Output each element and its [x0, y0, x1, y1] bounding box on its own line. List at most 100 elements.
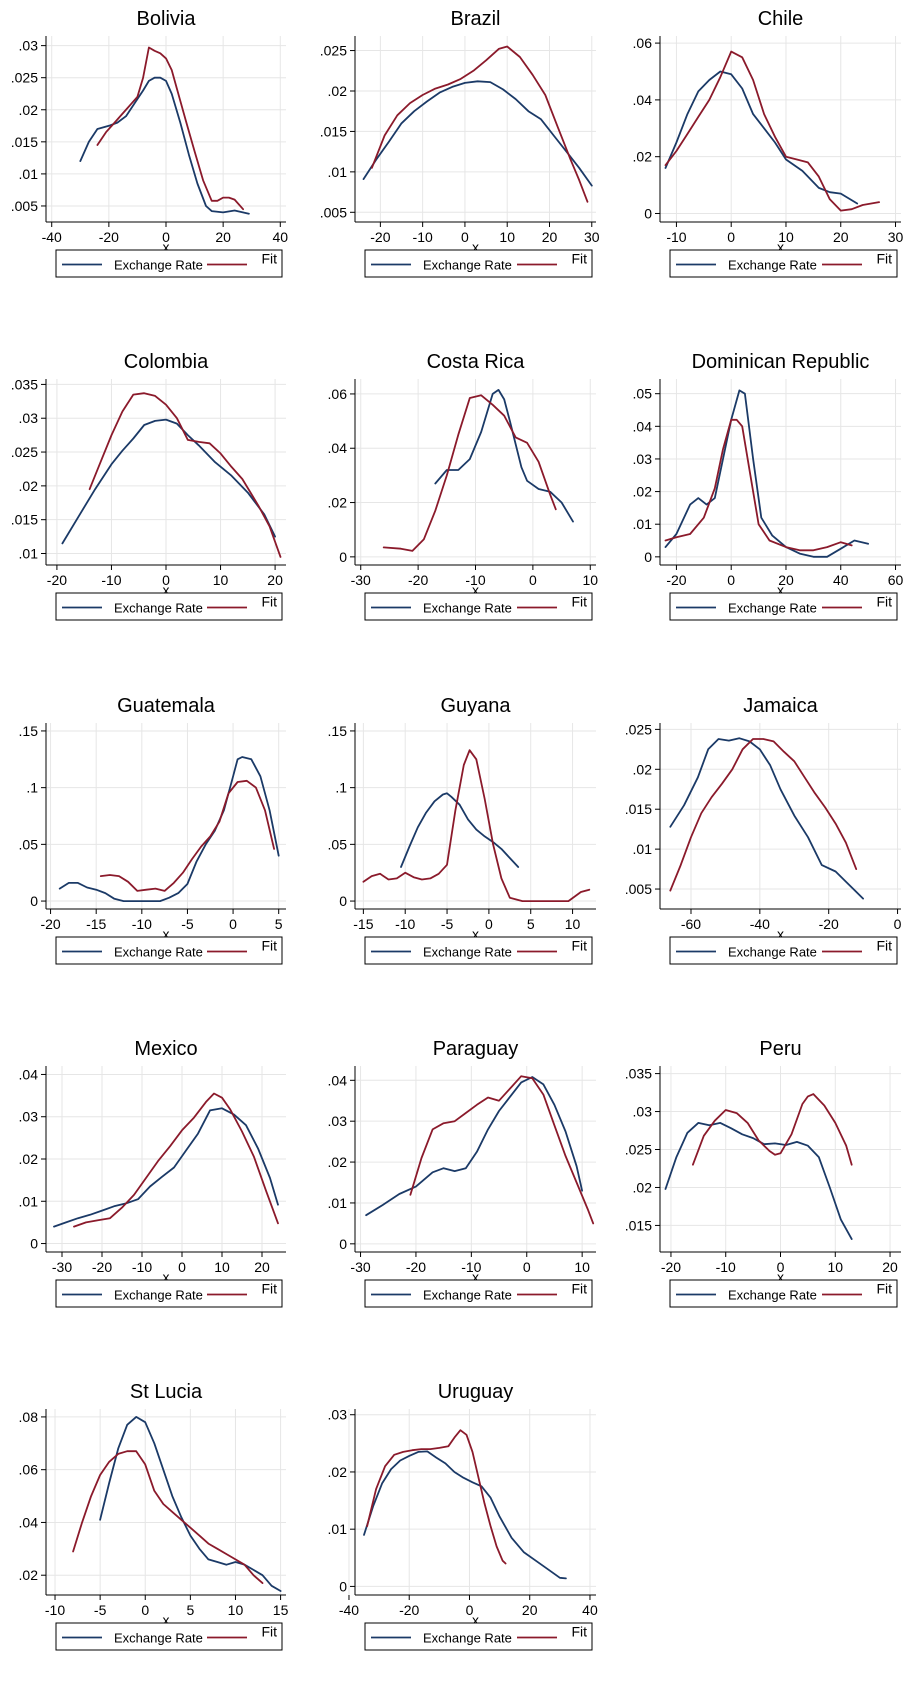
legend: Exchange Rate Fit: [364, 936, 593, 965]
legend-label-fit: Fit: [261, 938, 277, 954]
legend-label-fit: Fit: [261, 1281, 277, 1297]
series-line-fit: [409, 1075, 595, 1225]
y-tick-label: .01: [328, 164, 348, 180]
chart-title: Costa Rica: [427, 351, 526, 373]
y-tick-label: .04: [19, 1066, 39, 1082]
x-tick-label: -10: [716, 1259, 736, 1275]
series-line-fit: [669, 738, 858, 892]
legend: Exchange Rate Fit: [55, 249, 283, 278]
legend-label-exchange-rate: Exchange Rate: [423, 945, 512, 960]
y-tick-label: .02: [19, 102, 39, 118]
x-tick-label: -20: [40, 916, 60, 932]
x-tick-label: -10: [45, 1602, 65, 1618]
y-tick-label: .04: [633, 418, 653, 434]
x-tick-label: -20: [661, 1259, 681, 1275]
legend-label-exchange-rate: Exchange Rate: [114, 1631, 203, 1646]
series-line-exchange-rate: [365, 1076, 583, 1217]
y-tick-label: .015: [11, 512, 38, 528]
y-tick-label: .02: [19, 478, 39, 494]
y-tick-label: .04: [328, 440, 348, 456]
x-tick-label: 10: [228, 1602, 244, 1618]
legend-label-exchange-rate: Exchange Rate: [728, 1288, 817, 1303]
y-tick-label: .02: [19, 1151, 39, 1167]
x-tick-label: -10: [132, 916, 152, 932]
x-tick-label: -30: [351, 572, 371, 588]
x-axis-label: x: [163, 239, 170, 255]
y-tick-label: 0: [339, 893, 347, 909]
y-tick-label: .005: [320, 204, 347, 220]
y-tick-label: .05: [19, 836, 39, 852]
legend: Exchange Rate Fit: [364, 592, 593, 621]
legend-label-fit: Fit: [261, 1624, 277, 1640]
chart-title: Paraguay: [433, 1038, 519, 1060]
x-axis-label: x: [163, 926, 170, 942]
y-tick-label: .025: [320, 43, 347, 59]
y-tick-label: .02: [19, 1567, 39, 1583]
x-tick-label: -20: [99, 229, 119, 245]
x-tick-label: 5: [527, 916, 535, 932]
y-tick-label: .025: [11, 70, 38, 86]
y-tick-label: .04: [19, 1514, 39, 1530]
x-tick-label: 20: [215, 229, 231, 245]
legend-box: [364, 1279, 593, 1308]
legend-label-exchange-rate: Exchange Rate: [728, 601, 817, 616]
legend-box: [55, 249, 283, 278]
y-tick-label: .05: [633, 386, 653, 402]
y-tick-label: .06: [19, 1462, 39, 1478]
x-tick-label: -20: [92, 1259, 112, 1275]
x-tick-label: 30: [584, 229, 600, 245]
series-line-fit: [362, 749, 591, 902]
series-line-fit: [370, 45, 589, 203]
legend-label-exchange-rate: Exchange Rate: [114, 258, 203, 273]
y-tick-label: .02: [633, 761, 653, 777]
y-tick-label: .005: [11, 198, 38, 214]
x-tick-label: 10: [214, 1259, 230, 1275]
series-line-fit: [366, 1429, 507, 1565]
y-tick-label: .01: [19, 546, 39, 562]
x-tick-label: 0: [162, 229, 170, 245]
y-tick-label: .02: [633, 1179, 653, 1195]
series-line-exchange-rate: [362, 80, 593, 187]
chart-title: Mexico: [134, 1038, 197, 1060]
legend: Exchange Rate Fit: [364, 1622, 593, 1651]
legend-box: [669, 592, 898, 621]
x-tick-label: -10: [413, 229, 433, 245]
x-axis-label: x: [472, 239, 479, 255]
y-tick-label: .03: [633, 451, 653, 467]
legend-label-fit: Fit: [876, 938, 892, 954]
chart-title: Guatemala: [117, 695, 216, 717]
x-tick-label: 10: [827, 1259, 843, 1275]
x-tick-label: 0: [529, 572, 537, 588]
legend: Exchange Rate Fit: [55, 936, 283, 965]
y-tick-label: .02: [633, 484, 653, 500]
y-tick-label: .015: [11, 134, 38, 150]
x-axis-label: x: [472, 1269, 479, 1285]
x-tick-label: 0: [523, 1259, 531, 1275]
x-axis-label: x: [163, 582, 170, 598]
y-tick-label: .025: [11, 444, 38, 460]
x-tick-label: 15: [273, 1602, 289, 1618]
x-tick-label: 20: [267, 572, 283, 588]
chart-title: Bolivia: [137, 8, 197, 30]
legend-box: [364, 249, 593, 278]
legend-box: [364, 936, 593, 965]
x-tick-label: 10: [565, 916, 581, 932]
x-tick-label: -10: [132, 1259, 152, 1275]
series-line-exchange-rate: [99, 1416, 282, 1592]
x-tick-label: 0: [466, 1602, 474, 1618]
x-tick-label: -20: [819, 916, 839, 932]
x-tick-label: 10: [213, 572, 229, 588]
x-tick-label: 5: [275, 916, 283, 932]
y-tick-label: .01: [633, 841, 653, 857]
y-tick-label: .02: [633, 149, 653, 165]
legend-label-fit: Fit: [571, 1281, 587, 1297]
x-tick-label: -40: [42, 229, 62, 245]
chart-title: Jamaica: [743, 695, 818, 717]
x-tick-label: 10: [778, 229, 794, 245]
chart-title: Uruguay: [438, 1381, 514, 1403]
x-tick-label: 0: [777, 1259, 785, 1275]
series-line-fit: [72, 1450, 264, 1584]
series-line-exchange-rate: [53, 1107, 279, 1228]
